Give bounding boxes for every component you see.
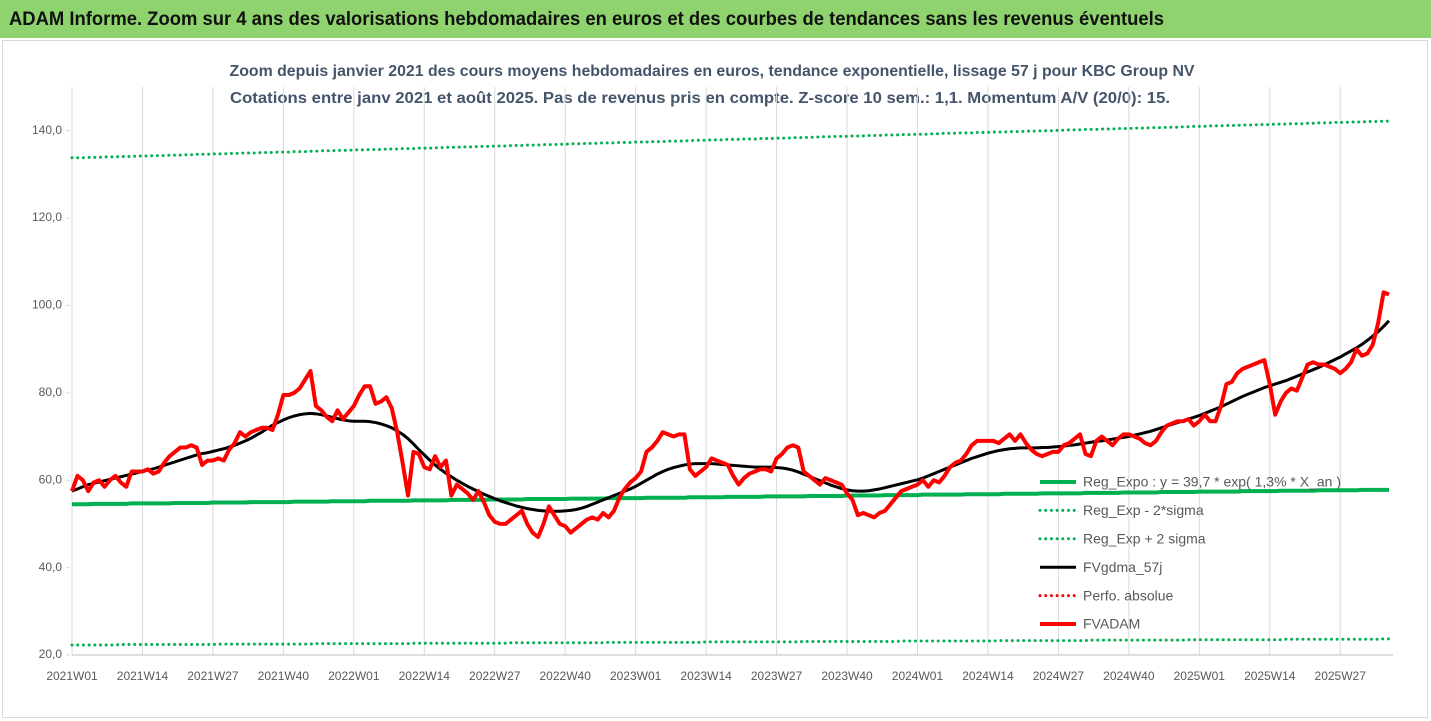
legend-label: Reg_Expo : y = 39,7 * exp( 1,3% * X_an ) — [1083, 474, 1341, 490]
x-tick-label: 2024W01 — [892, 669, 944, 683]
chart-title: Zoom depuis janvier 2021 des cours moyen… — [230, 63, 1195, 80]
series-line — [70, 119, 1391, 160]
y-tick-label: 120,0 — [32, 210, 62, 224]
y-tick-label: 140,0 — [32, 123, 62, 137]
legend-label: FVgdma_57j — [1083, 559, 1162, 575]
y-tick-label: 100,0 — [32, 298, 62, 312]
header-bar — [0, 0, 1431, 38]
header-title: ADAM Informe. Zoom sur 4 ans des valoris… — [9, 9, 1164, 30]
x-tick-label: 2021W40 — [258, 669, 310, 683]
x-tick-label: 2025W27 — [1315, 669, 1367, 683]
grid: 20,0 40,0 60,0 80,0 100,0 120,0 140,0 2021W01 20… — [32, 87, 1393, 683]
y-tick-label: 40,0 — [39, 560, 63, 574]
chart-frame — [2, 40, 1428, 718]
x-tick-label: 2022W27 — [469, 669, 521, 683]
legend-label: Perfo. absolue — [1083, 587, 1173, 603]
y-tick-label: 60,0 — [39, 472, 63, 486]
x-tick-label: 2021W14 — [117, 669, 169, 683]
series-line — [70, 290, 1390, 540]
series-line — [72, 487, 1389, 507]
x-tick-label: 2022W40 — [540, 669, 592, 683]
x-tick-label: 2023W27 — [751, 669, 803, 683]
x-tick-label: 2023W14 — [680, 669, 732, 683]
y-tick-label: 80,0 — [39, 385, 63, 399]
x-tick-label: 2021W01 — [46, 669, 98, 683]
x-tick-label: 2024W40 — [1103, 669, 1155, 683]
x-tick-label: 2025W01 — [1174, 669, 1226, 683]
x-tick-label: 2022W01 — [328, 669, 380, 683]
chart-subtitle: Cotations entre janv 2021 et août 2025. … — [230, 90, 1170, 107]
legend-label: Reg_Exp - 2*sigma — [1083, 502, 1204, 518]
y-tick-label: 20,0 — [39, 647, 63, 661]
x-tick-label: 2024W14 — [962, 669, 1014, 683]
legend-label: FVADAM — [1083, 616, 1140, 632]
x-tick-label: 2024W27 — [1033, 669, 1085, 683]
legend: Reg_Expo : y = 39,7 * exp( 1,3% * X_an )… — [1038, 474, 1341, 632]
x-tick-label: 2022W14 — [399, 669, 451, 683]
x-tick-label: 2021W27 — [187, 669, 239, 683]
plot-lines — [70, 119, 1391, 647]
x-tick-label: 2025W14 — [1244, 669, 1296, 683]
legend-label: Reg_Exp + 2 sigma — [1083, 531, 1206, 547]
x-tick-label: 2023W40 — [821, 669, 873, 683]
x-tick-label: 2023W01 — [610, 669, 662, 683]
